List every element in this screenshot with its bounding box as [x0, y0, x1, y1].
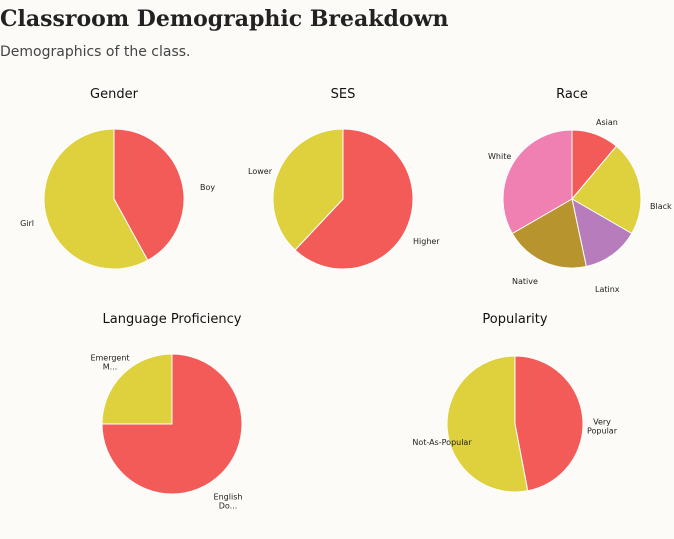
chart-title-race: Race: [556, 87, 588, 102]
pie-label-race-black: Black: [650, 202, 672, 211]
pie-label-popularity-not-as-popular: Not-As-Popular: [412, 438, 472, 447]
pie-label-race-latinx: Latinx: [595, 285, 620, 294]
pie-slice-race-black: [571, 145, 642, 235]
chart-title-language-proficiency: Language Proficiency: [102, 312, 242, 327]
pie-label-race-white: White: [488, 152, 511, 161]
pie-label-language-proficiency-english-do: English Do...: [214, 493, 243, 511]
page-subtitle: Demographics of the class.: [0, 44, 191, 60]
pie-slice-ses-lower: [272, 128, 344, 251]
pie-slice-race-latinx: [571, 198, 633, 268]
pie-label-race-asian: Asian: [596, 118, 618, 127]
page-title: Classroom Demographic Breakdown: [0, 6, 449, 32]
pie-slice-language-proficiency-emergent-m: [101, 353, 173, 425]
pie-label-ses-higher: Higher: [413, 237, 440, 246]
pie-slice-popularity-very-popular: [514, 355, 584, 492]
pie-slice-popularity-not-as-popular: [446, 355, 529, 493]
pie-label-race-native: Native: [512, 277, 538, 286]
pie-slice-race-native: [511, 198, 587, 269]
pie-label-language-proficiency-emergent-m: Emergent M...: [90, 354, 129, 372]
pie-slice-ses-higher: [294, 128, 414, 270]
chart-title-ses: SES: [330, 87, 356, 102]
pie-slice-race-white: [502, 129, 573, 235]
pie-slice-gender-boy: [113, 128, 185, 262]
pie-label-gender-girl: Girl: [20, 219, 34, 228]
pie-slice-gender-girl: [43, 128, 149, 270]
pie-label-ses-lower: Lower: [248, 167, 273, 176]
chart-title-popularity: Popularity: [482, 312, 548, 327]
pie-label-popularity-very-popular: Very Popular: [587, 418, 618, 436]
chart-title-gender: Gender: [90, 87, 138, 102]
pie-label-gender-boy: Boy: [200, 183, 215, 192]
